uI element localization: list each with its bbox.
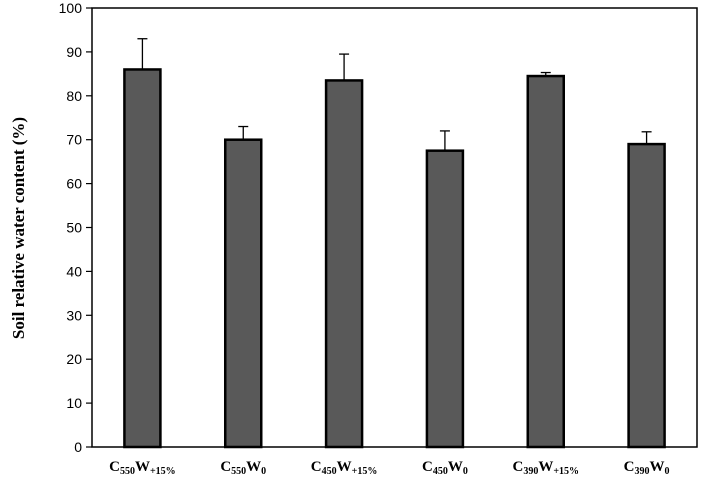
y-axis-label: Soil relative water content (%) [9,117,28,339]
y-tick-label: 10 [66,395,82,411]
bar [627,142,666,449]
y-tick-label: 70 [66,132,82,148]
bars [123,38,666,449]
y-tick-label: 0 [74,439,82,455]
y-tick-label: 40 [66,263,82,279]
x-tick-label: C450W+15% [311,459,378,477]
y-tick-label: 30 [66,307,82,323]
y-tick-label: 80 [66,88,82,104]
x-tick-label: C550W0 [220,459,266,477]
bar [324,79,364,449]
x-tick-label: C390W+15% [512,459,579,477]
x-tick-label: C390W0 [624,459,670,477]
bar [425,149,465,449]
bar [123,68,162,449]
y-tick-label: 50 [66,220,82,236]
bar [224,138,263,449]
x-tick-label: C550W+15% [109,459,176,477]
y-tick-label: 60 [66,176,82,192]
y-tick-label: 20 [66,351,82,367]
y-tick-label: 90 [66,44,82,60]
y-tick-label: 100 [59,0,83,16]
x-axis: C550W+15% C550W0 C450W+15% C450W0 C390W+15% C… [109,459,669,477]
x-tick-label: C450W0 [422,459,468,477]
plot-area [91,7,698,448]
bar [526,74,565,449]
y-axis: 0 10 20 30 40 50 60 70 80 90 100 [59,0,92,455]
